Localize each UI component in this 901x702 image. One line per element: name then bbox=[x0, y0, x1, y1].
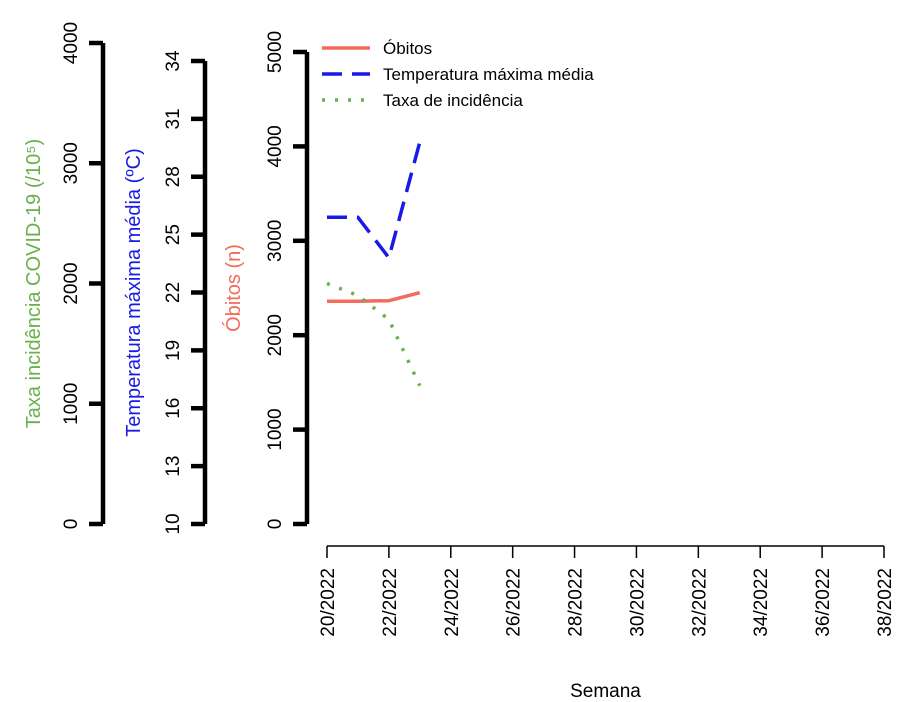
deaths-tick-label: 2000 bbox=[265, 314, 286, 356]
x-tick-label: 20/2022 bbox=[318, 568, 339, 637]
x-tick-label: 26/2022 bbox=[504, 568, 525, 637]
temperature-tick-label: 16 bbox=[163, 398, 184, 419]
deaths-tick-label: 0 bbox=[265, 519, 286, 530]
temperature-tick-label: 10 bbox=[163, 513, 184, 534]
temperature-tick-label: 25 bbox=[163, 224, 184, 245]
incidence-tick-label: 1000 bbox=[61, 383, 82, 425]
axes-layer: 0 1000 2000 3000 4000 Taxa incidência COVID-1… bbox=[23, 22, 896, 702]
series-layer bbox=[326, 141, 422, 387]
incidence-tick-label: 4000 bbox=[61, 22, 82, 64]
incidence-tick-label: 3000 bbox=[61, 142, 82, 184]
temperature-tick-label: 13 bbox=[163, 456, 184, 477]
deaths-tick-label: 1000 bbox=[265, 408, 286, 450]
series-line-1 bbox=[327, 141, 422, 260]
x-tick-label: 32/2022 bbox=[689, 568, 710, 637]
deaths-axis-title: Óbitos (n) bbox=[222, 244, 245, 332]
deaths-tick-label: 3000 bbox=[265, 220, 286, 262]
legend-label-0: Óbitos bbox=[383, 39, 432, 58]
temperature-tick-label: 31 bbox=[163, 108, 184, 129]
incidence-tick-label: 0 bbox=[61, 519, 82, 530]
temperature-tick-label: 34 bbox=[163, 50, 184, 72]
x-tick-label: 22/2022 bbox=[380, 568, 401, 637]
x-tick-label: 24/2022 bbox=[442, 568, 463, 637]
legend: Óbitos Temperatura máxima média Taxa de in… bbox=[322, 39, 594, 110]
legend-label-2: Taxa de incidência bbox=[383, 91, 523, 110]
x-tick-label: 36/2022 bbox=[813, 568, 834, 637]
deaths-tick-label: 4000 bbox=[265, 125, 286, 167]
x-tick-label: 28/2022 bbox=[566, 568, 587, 637]
series-line-0 bbox=[327, 291, 421, 303]
deaths-tick-label: 5000 bbox=[265, 31, 286, 73]
temperature-axis-title: Temperatura máxima média (ºC) bbox=[123, 148, 145, 437]
series-line-2 bbox=[326, 281, 422, 387]
x-axis-title: Semana bbox=[570, 681, 641, 702]
temperature-tick-label: 22 bbox=[163, 282, 184, 303]
x-tick-label: 30/2022 bbox=[627, 568, 648, 637]
legend-label-1: Temperatura máxima média bbox=[383, 65, 594, 84]
incidence-axis-title: Taxa incidência COVID-19 (/10⁵) bbox=[23, 139, 45, 429]
x-tick-label: 38/2022 bbox=[875, 568, 896, 637]
incidence-tick-label: 2000 bbox=[61, 262, 82, 304]
x-tick-label: 34/2022 bbox=[751, 568, 772, 637]
temperature-tick-label: 28 bbox=[163, 166, 184, 187]
temperature-tick-label: 19 bbox=[163, 340, 184, 361]
